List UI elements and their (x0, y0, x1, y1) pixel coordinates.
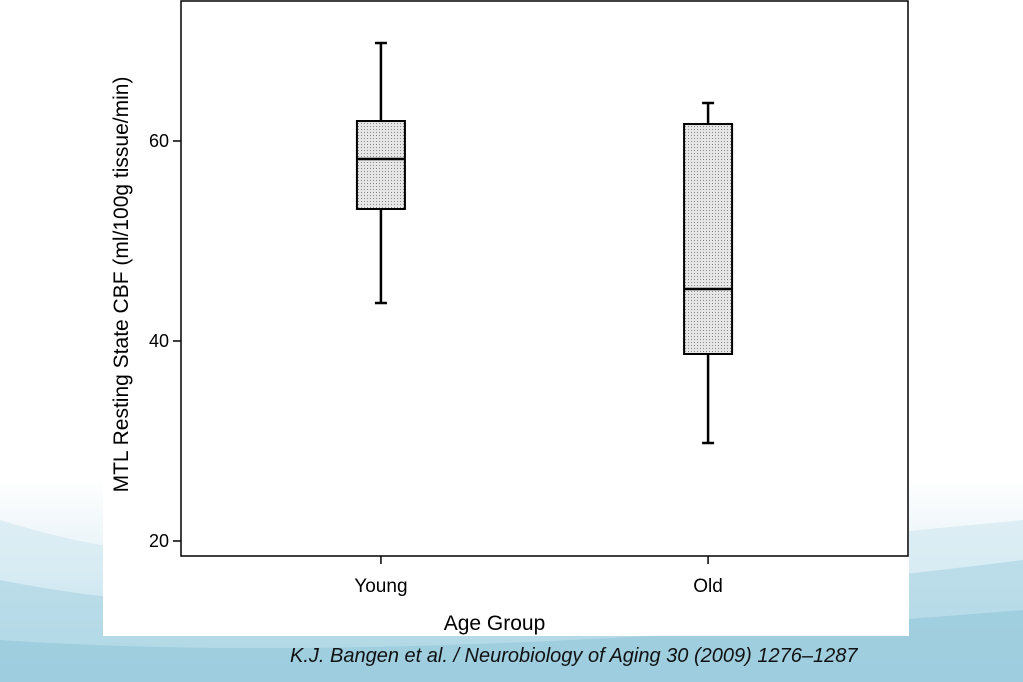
y-tick-label: 60 (149, 131, 169, 151)
x-axis-label: Age Group (444, 612, 546, 635)
y-axis-label: MTL Resting State CBF (ml/100g tissue/mi… (110, 77, 133, 493)
x-tick-label: Young (354, 576, 407, 597)
box-young (355, 120, 406, 210)
plot-frame (180, 0, 909, 557)
figure-panel: 20 40 60 Young Old MTL Resting State CBF (ml… (103, 0, 909, 636)
y-tick-label: 20 (149, 531, 169, 551)
x-tick-label: Old (693, 576, 723, 597)
box-plot-chart: 20 40 60 Young Old MTL Resting State CBF (ml… (110, 0, 909, 635)
y-tick-label: 40 (149, 331, 169, 351)
citation-caption: K.J. Bangen et al. / Neurobiology of Agi… (290, 645, 858, 667)
box-old (683, 123, 734, 355)
